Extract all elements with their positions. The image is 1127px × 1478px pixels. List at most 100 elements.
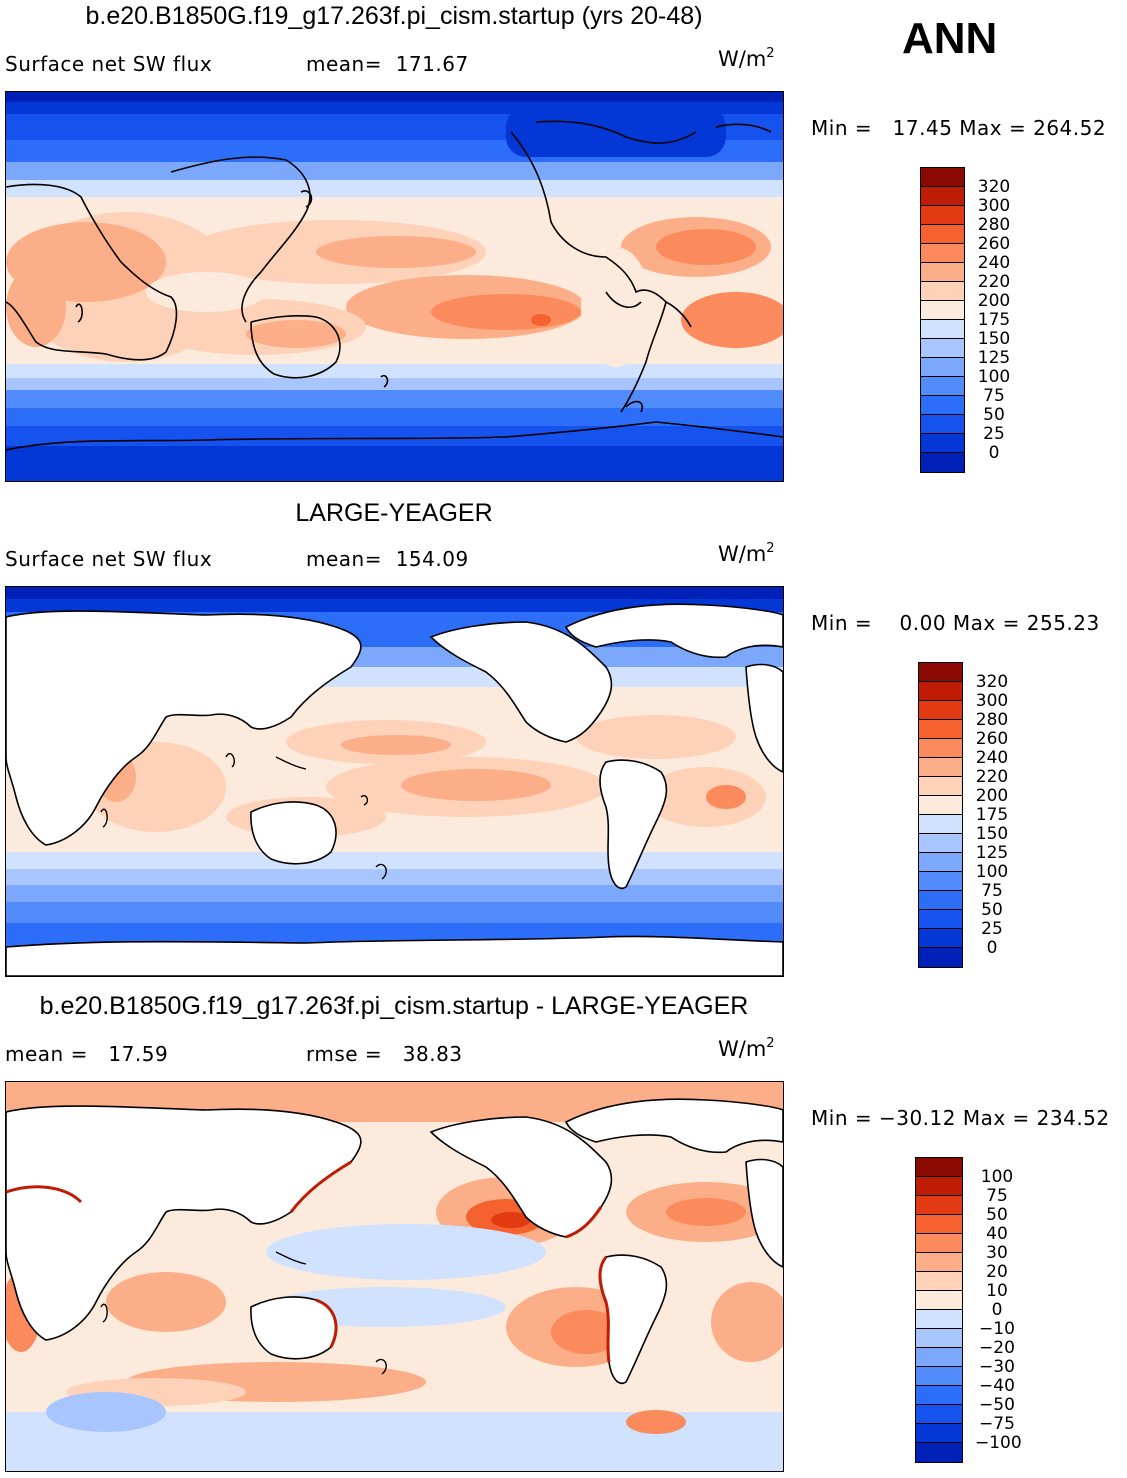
island-outlines [100,1251,387,1375]
colorbar-tick-label: 175 [977,310,1011,330]
colorbar-segment [916,1310,962,1329]
colorbar-segment [919,815,962,834]
panel3-map [5,1081,784,1472]
colorbar-tick-label: 20 [986,1262,1008,1282]
colorbar-tick-label: 220 [977,272,1011,292]
panel1-map [5,91,784,482]
colorbar-segment [921,339,964,358]
panel2-map-svg [6,587,783,976]
panel1-colorbar [920,167,965,473]
coastlines [6,120,783,451]
colorbar-tick-label: −30 [979,1357,1015,1377]
colorbar-segment [919,891,962,910]
colorbar-segment [916,1424,962,1443]
panel2-mean-label: mean= 154.09 [306,547,469,571]
colorbar-segment [919,720,962,739]
colorbar-tick-label: −40 [979,1376,1015,1396]
colorbar-tick-label: 200 [975,786,1009,806]
colorbar-segment [916,1253,962,1272]
colorbar-tick-label: 25 [981,919,1003,939]
colorbar-tick-label: 75 [983,386,1005,406]
colorbar-segment [921,415,964,434]
colorbar-segment [916,1329,962,1348]
panel3-mean-label: mean = 17.59 [5,1042,169,1066]
panel2-colorbar [918,662,963,968]
colorbar-tick-label: 300 [977,196,1011,216]
colorbar-segment [919,872,962,891]
panel1-colorbar-labels [972,0,973,1]
season-label: ANN [902,14,998,63]
colorbar-tick-label: 175 [975,805,1009,825]
colorbar-segment [916,1291,962,1310]
colorbar-tick-label: 0 [986,938,998,958]
colorbar-tick-label: 280 [977,215,1011,235]
island-outlines [100,752,387,880]
colorbar-segment [919,682,962,701]
panel2-variable-label: Surface net SW flux [5,547,213,571]
panel3-units: W/m2 [718,1036,775,1061]
colorbar-tick-label: 125 [975,843,1009,863]
colorbar-tick-label: 40 [986,1224,1008,1244]
colorbar-segment [916,1443,962,1462]
colorbar-segment [916,1234,962,1253]
colorbar-tick-label: 125 [977,348,1011,368]
colorbar-tick-label: −100 [975,1433,1022,1453]
panel2-units: W/m2 [718,541,775,566]
colorbar-segment [919,701,962,720]
colorbar-segment [919,796,962,815]
colorbar-tick-label: −20 [979,1338,1015,1358]
colorbar-segment [919,663,962,682]
panel1-title: b.e20.B1850G.f19_g17.263f.pi_cism.startu… [85,2,703,30]
colorbar-tick-label: 100 [977,367,1011,387]
colorbar-tick-label: 50 [986,1205,1008,1225]
colorbar-segment [916,1177,962,1196]
colorbar-segment [921,377,964,396]
colorbar-tick-label: 50 [983,405,1005,425]
colorbar-segment [921,396,964,415]
colorbar-segment [919,948,962,967]
colorbar-segment [921,282,964,301]
panel2-map [5,586,784,977]
coastal-bias-outlines [6,1160,611,1363]
colorbar-tick-label: 320 [975,672,1009,692]
colorbar-segment [916,1405,962,1424]
panel3-title: b.e20.B1850G.f19_g17.263f.pi_cism.startu… [39,992,749,1020]
colorbar-tick-label: 75 [981,881,1003,901]
colorbar-tick-label: 150 [975,824,1009,844]
colorbar-segment [919,910,962,929]
colorbar-tick-label: 75 [986,1186,1008,1206]
panel1-units: W/m2 [718,46,775,71]
colorbar-segment [919,834,962,853]
colorbar-tick-label: 150 [977,329,1011,349]
colorbar-segment [921,244,964,263]
colorbar-segment [921,320,964,339]
colorbar-segment [921,168,964,187]
colorbar-tick-label: 100 [980,1167,1014,1187]
colorbar-segment [921,358,964,377]
colorbar-segment [921,453,964,472]
sw-field-bands [6,92,783,481]
colorbar-segment [919,739,962,758]
colorbar-segment [919,777,962,796]
colorbar-segment [919,929,962,948]
colorbar-segment [921,206,964,225]
colorbar-tick-label: 260 [975,729,1009,749]
colorbar-tick-label: 50 [981,900,1003,920]
land-mask [6,1098,783,1384]
colorbar-tick-label: 280 [975,710,1009,730]
panel2-title: LARGE-YEAGER [295,499,493,527]
panel2-minmax: Min = 0.00 Max = 255.23 [811,611,1100,635]
colorbar-segment [916,1158,962,1177]
colorbar-tick-label: 0 [988,443,1000,463]
colorbar-segment [916,1215,962,1234]
colorbar-tick-label: 220 [975,767,1009,787]
colorbar-tick-label: 30 [986,1243,1008,1263]
colorbar-segment [921,187,964,206]
colorbar-segment [916,1272,962,1291]
colorbar-tick-label: 0 [991,1300,1003,1320]
panel3-colorbar [915,1157,963,1463]
colorbar-tick-label: 10 [986,1281,1008,1301]
panel3-minmax: Min = −30.12 Max = 234.52 [811,1106,1110,1130]
colorbar-tick-label: 25 [983,424,1005,444]
colorbar-tick-label: −50 [979,1395,1015,1415]
